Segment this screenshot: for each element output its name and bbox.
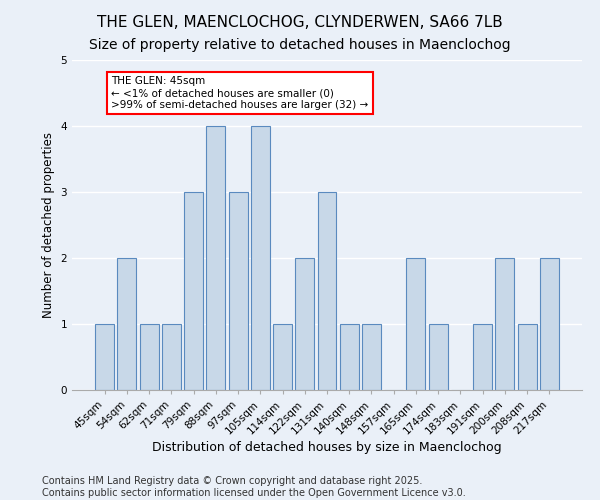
- Bar: [251, 126, 270, 390]
- Bar: [184, 192, 203, 390]
- Bar: [362, 324, 381, 390]
- X-axis label: Distribution of detached houses by size in Maenclochog: Distribution of detached houses by size …: [152, 442, 502, 454]
- Bar: [95, 324, 114, 390]
- Bar: [540, 258, 559, 390]
- Bar: [140, 324, 158, 390]
- Bar: [118, 258, 136, 390]
- Text: THE GLEN: 45sqm
← <1% of detached houses are smaller (0)
>99% of semi-detached h: THE GLEN: 45sqm ← <1% of detached houses…: [112, 76, 368, 110]
- Bar: [162, 324, 181, 390]
- Bar: [518, 324, 536, 390]
- Bar: [317, 192, 337, 390]
- Bar: [473, 324, 492, 390]
- Text: THE GLEN, MAENCLOCHOG, CLYNDERWEN, SA66 7LB: THE GLEN, MAENCLOCHOG, CLYNDERWEN, SA66 …: [97, 15, 503, 30]
- Bar: [295, 258, 314, 390]
- Bar: [273, 324, 292, 390]
- Y-axis label: Number of detached properties: Number of detached properties: [42, 132, 55, 318]
- Bar: [340, 324, 359, 390]
- Bar: [229, 192, 248, 390]
- Bar: [406, 258, 425, 390]
- Bar: [496, 258, 514, 390]
- Text: Size of property relative to detached houses in Maenclochog: Size of property relative to detached ho…: [89, 38, 511, 52]
- Bar: [206, 126, 225, 390]
- Text: Contains HM Land Registry data © Crown copyright and database right 2025.
Contai: Contains HM Land Registry data © Crown c…: [42, 476, 466, 498]
- Bar: [429, 324, 448, 390]
